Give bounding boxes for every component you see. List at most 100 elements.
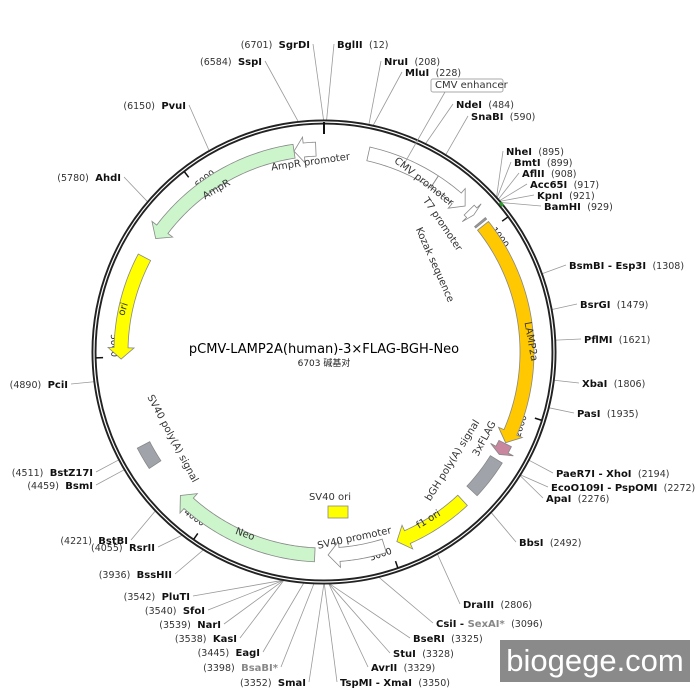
enzyme-label: NdeI (484): [456, 100, 514, 111]
enzyme-position: (3936): [99, 570, 131, 581]
enzyme-position: (4459): [27, 481, 59, 492]
enzyme-label: BbsI (2492): [519, 538, 581, 549]
enzyme-separator: -: [456, 619, 467, 630]
enzyme-label: (4511) BstZ17I: [12, 468, 93, 479]
enzyme-name: SmaI: [278, 678, 306, 689]
enzyme-position: (6150): [123, 101, 155, 112]
enzyme-name: SfoI: [183, 606, 205, 617]
enzyme-name: RsrII: [129, 543, 155, 554]
enzyme-label: DraIII (2806): [463, 600, 532, 611]
enzyme-leader-line: [500, 194, 535, 202]
enzyme-name: PvuI: [161, 101, 186, 112]
enzyme-name: BsaBI*: [241, 663, 279, 674]
enzyme-position: (590): [510, 112, 536, 123]
enzyme-position: (4221): [60, 536, 92, 547]
enzyme-name: ApaI: [546, 494, 571, 505]
enzyme-position: (1621): [619, 335, 651, 346]
enzyme-name: PspOMI: [615, 483, 657, 494]
feature-shape: [136, 441, 162, 470]
enzyme-position: (3542): [124, 592, 156, 603]
enzyme-label: AflII (908): [522, 169, 577, 180]
enzyme-name: KpnI: [537, 191, 563, 202]
enzyme-label: (6150) PvuI: [123, 101, 186, 112]
enzyme-leader-line: [519, 475, 544, 499]
enzyme-name: NdeI: [456, 100, 482, 111]
enzyme-leader-line: [95, 469, 125, 486]
enzyme-name: SnaBI: [471, 112, 503, 123]
enzyme-name: PasI: [577, 409, 600, 420]
enzyme-leader-line: [308, 583, 325, 683]
enzyme-position: (208): [415, 57, 441, 68]
enzyme-name: BsmBI: [569, 261, 604, 272]
enzyme-name: CsiI: [436, 619, 456, 630]
feature-cmv-enhancer: CMV enhancer: [366, 78, 509, 189]
enzyme-position: (2276): [578, 494, 610, 505]
enzyme-label: (3540) SfoI: [145, 606, 205, 617]
enzyme-name: EcoO109I: [551, 483, 604, 494]
enzyme-name: PluTI: [162, 592, 190, 603]
enzyme-leader-line: [496, 150, 504, 198]
enzyme-name: BbsI: [519, 538, 543, 549]
enzyme-separator: -: [604, 483, 615, 494]
enzyme-position: (4890): [10, 380, 42, 391]
enzyme-position: (1935): [607, 409, 639, 420]
enzyme-position: (12): [369, 40, 389, 51]
enzyme-position: (3539): [159, 620, 191, 631]
feature-shape: [476, 220, 535, 444]
enzyme-label: BamHI (929): [544, 202, 613, 213]
enzyme-label: (4221) BstBI: [60, 536, 128, 547]
enzyme-leader-line: [70, 381, 94, 385]
enzyme-label: NruI (208): [384, 57, 440, 68]
enzyme-label: KpnI (921): [537, 191, 595, 202]
enzyme-name: Esp3I: [615, 261, 646, 272]
enzyme-leader-line: [378, 577, 434, 624]
enzyme-name: StuI: [393, 649, 416, 660]
enzyme-leader-line: [207, 580, 284, 611]
tick-mark: [501, 216, 509, 222]
enzyme-labels: (6701) SgrDI BglII (12) (6584) SspI NruI (2…: [10, 40, 696, 689]
enzyme-leader-line: [555, 338, 582, 341]
feature-shape: [430, 175, 466, 209]
enzyme-position: (3328): [422, 649, 454, 660]
feature-label: ori: [116, 301, 130, 317]
enzyme-leader-line: [499, 183, 528, 201]
enzyme-label: (5780) AhdI: [57, 173, 121, 184]
enzyme-leader-line: [130, 510, 156, 541]
enzyme-position: (1806): [614, 379, 646, 390]
enzyme-label: TspMI - XmaI (3350): [340, 678, 450, 689]
enzyme-label: BmtI (899): [514, 158, 572, 169]
enzyme-label: BsmBI - Esp3I (1308): [569, 261, 684, 272]
enzyme-leader-line: [554, 379, 580, 384]
enzyme-position: (4511): [12, 468, 44, 479]
enzyme-position: (3352): [240, 678, 272, 689]
enzyme-label: (4890) PciI: [10, 380, 68, 391]
enzyme-label: Acc65I (917): [530, 180, 599, 191]
enzyme-name: MluI: [405, 68, 429, 79]
enzyme-leader-line: [174, 549, 204, 575]
enzyme-leader-line: [123, 176, 148, 202]
feature-label: SV40 poly(A) signal: [144, 393, 200, 484]
feature-sv40-ori: SV40 ori: [309, 492, 351, 519]
enzyme-position: (2272): [664, 483, 696, 494]
enzyme-position: (6584): [200, 57, 232, 68]
enzyme-label: (3542) PluTI: [124, 592, 190, 603]
enzyme-position: (3329): [404, 663, 436, 674]
enzyme-name: SgrDI: [279, 40, 310, 51]
enzyme-leader-line: [520, 474, 549, 488]
tick-label: 5000: [108, 334, 119, 357]
enzyme-position: (1479): [617, 300, 649, 311]
enzyme-label: CsiI - SexAI* (3096): [436, 619, 543, 630]
enzyme-name: Acc65I: [530, 180, 567, 191]
enzyme-position: (895): [538, 147, 564, 158]
enzyme-label: BseRI (3325): [413, 634, 483, 645]
feature-shape: [327, 538, 387, 569]
enzyme-name: XmaI: [383, 678, 412, 689]
enzyme-label: PasI (1935): [577, 409, 638, 420]
tick-mark: [183, 171, 190, 178]
enzyme-label: NheI (895): [506, 147, 564, 158]
enzyme-name: AhdI: [95, 173, 121, 184]
feature-label: SV40 ori: [309, 492, 351, 503]
enzyme-label: (6701) SgrDI: [241, 40, 310, 51]
enzyme-name: BstZ17I: [50, 468, 93, 479]
feature-lamp2a: LAMP2a: [476, 220, 539, 444]
